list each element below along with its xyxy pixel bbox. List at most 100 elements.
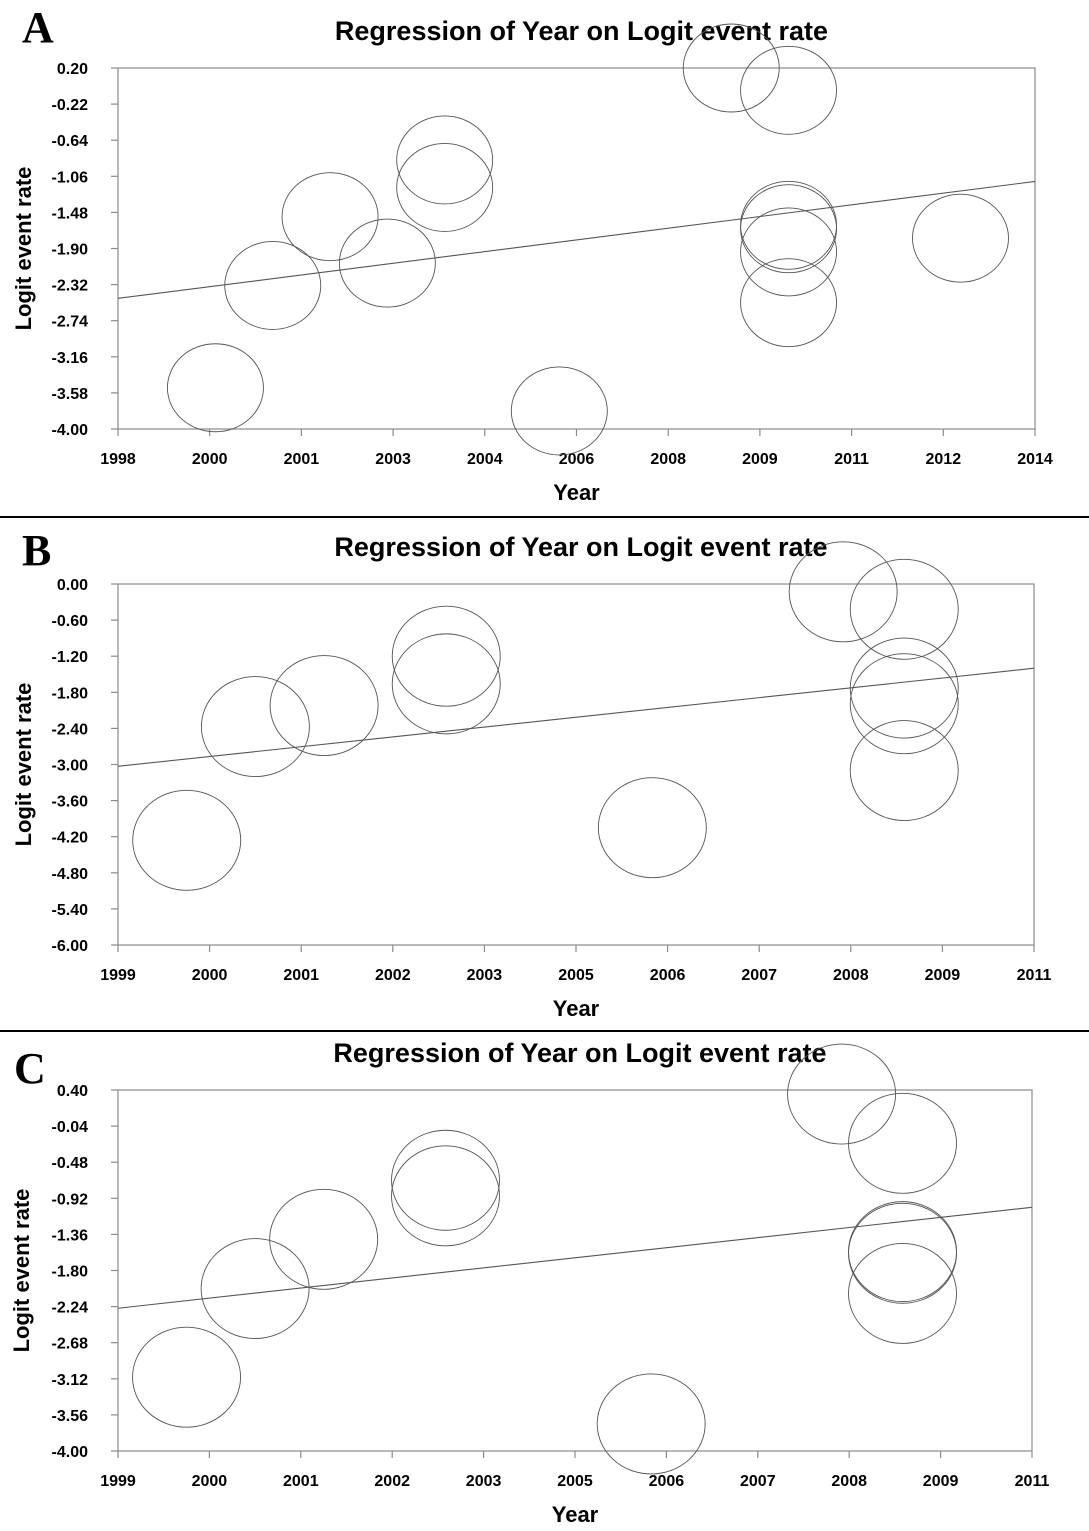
chart-title: Regression of Year on Logit event rate — [334, 532, 827, 562]
x-tick-label: 2000 — [192, 451, 228, 468]
x-tick-label: 2006 — [559, 451, 595, 468]
chart-title: Regression of Year on Logit event rate — [333, 1038, 826, 1068]
x-tick-label: 2006 — [649, 1473, 685, 1490]
y-tick-label: -0.48 — [52, 1155, 89, 1172]
regression-line — [117, 1206, 1033, 1309]
y-tick-label: -1.80 — [52, 1264, 89, 1281]
data-point-bubble — [338, 218, 436, 308]
x-tick-label: 2004 — [467, 451, 503, 468]
x-tick-label: 1999 — [100, 1473, 136, 1490]
x-axis-label: Year — [553, 996, 600, 1021]
data-point-bubble — [166, 343, 264, 433]
x-tick-label: 2003 — [466, 1473, 502, 1490]
data-point-bubble — [269, 655, 379, 756]
y-tick-label: -2.74 — [52, 314, 89, 331]
data-point-bubble — [391, 1145, 500, 1247]
x-tick-label: 2009 — [923, 1473, 959, 1490]
data-point-bubble — [391, 633, 501, 735]
x-axis-label: Year — [553, 480, 600, 505]
plot-frame — [117, 67, 1036, 430]
regression-line — [117, 667, 1035, 767]
y-tick-label: -6.00 — [52, 938, 89, 955]
x-tick-label: 2003 — [375, 451, 411, 468]
y-tick-label: -4.20 — [52, 830, 89, 847]
x-tick-label: 2009 — [742, 451, 778, 468]
y-tick-label: -5.40 — [52, 902, 89, 919]
x-tick-label: 2014 — [1017, 451, 1053, 468]
y-tick-label: -0.22 — [52, 97, 89, 114]
data-point-bubble — [200, 1238, 310, 1340]
x-tick-label: 2002 — [375, 967, 411, 984]
x-tick-label: 2005 — [557, 1473, 593, 1490]
data-point-bubble — [849, 720, 959, 821]
data-point-bubble — [682, 23, 780, 113]
y-tick-label: -0.04 — [52, 1119, 89, 1136]
data-point-bubble — [848, 1201, 957, 1303]
data-point-bubble — [740, 45, 838, 135]
y-tick-label: -4.80 — [52, 866, 89, 883]
x-tick-label: 2001 — [283, 1473, 319, 1490]
y-tick-label: -0.60 — [52, 613, 89, 630]
data-point-bubble — [848, 1092, 957, 1194]
x-axis-label: Year — [552, 1502, 599, 1527]
data-point-bubble — [848, 1202, 957, 1304]
panel-letter: B — [22, 526, 51, 575]
data-point-bubble — [391, 605, 501, 707]
x-tick-label: 2008 — [831, 1473, 867, 1490]
data-point-bubble — [596, 1373, 706, 1475]
x-tick-label: 2002 — [374, 1473, 410, 1490]
data-point-bubble — [269, 1188, 379, 1290]
x-tick-label: 2000 — [192, 1473, 228, 1490]
x-tick-label: 2008 — [833, 967, 869, 984]
x-tick-label: 2006 — [650, 967, 686, 984]
data-point-bubble — [200, 676, 310, 778]
y-tick-label: -1.48 — [52, 205, 89, 222]
x-tick-label: 2001 — [283, 967, 319, 984]
y-axis-label: Logit event rate — [9, 1189, 34, 1353]
x-tick-label: 2011 — [1015, 1473, 1050, 1490]
panel-letter: A — [22, 3, 54, 52]
x-tick-label: 2003 — [467, 967, 503, 984]
data-point-bubble — [849, 637, 959, 739]
data-point-bubble — [396, 115, 494, 205]
y-tick-label: -3.58 — [52, 386, 89, 403]
y-tick-label: -3.12 — [52, 1372, 89, 1389]
data-point-bubble — [740, 184, 838, 274]
x-tick-label: 2007 — [740, 1473, 776, 1490]
y-tick-label: -2.32 — [52, 278, 89, 295]
y-tick-label: -3.56 — [52, 1408, 89, 1425]
data-point-bubble — [224, 241, 322, 330]
data-point-bubble — [132, 1326, 242, 1428]
x-tick-label: 2005 — [558, 967, 594, 984]
y-tick-label: -2.24 — [52, 1300, 89, 1317]
y-tick-label: -1.06 — [52, 169, 89, 186]
data-point-bubble — [788, 541, 898, 643]
y-tick-label: -1.20 — [52, 649, 89, 666]
panel-letter: C — [14, 1044, 46, 1093]
data-point-bubble — [740, 258, 838, 348]
y-tick-label: -2.40 — [52, 721, 89, 738]
chart-title: Regression of Year on Logit event rate — [335, 16, 828, 46]
y-tick-label: -4.00 — [52, 1444, 89, 1461]
y-tick-label: 0.00 — [57, 577, 88, 594]
y-tick-label: -2.68 — [52, 1336, 89, 1353]
y-tick-label: 0.20 — [57, 61, 88, 78]
x-tick-label: 1998 — [100, 451, 136, 468]
data-point-bubble — [912, 193, 1009, 283]
data-point-bubble — [597, 777, 707, 879]
data-point-bubble — [396, 143, 494, 232]
y-tick-label: -1.80 — [52, 685, 89, 702]
plot-frame — [117, 1089, 1033, 1452]
y-tick-label: -3.16 — [52, 350, 89, 367]
y-tick-label: -3.00 — [52, 758, 89, 775]
y-tick-label: -0.64 — [52, 133, 89, 150]
y-tick-label: -3.60 — [52, 794, 89, 811]
y-axis-label: Logit event rate — [11, 683, 36, 847]
x-tick-label: 2001 — [284, 451, 320, 468]
x-tick-label: 2000 — [192, 967, 228, 984]
data-point-bubble — [848, 1243, 957, 1344]
y-tick-label: -0.92 — [52, 1191, 89, 1208]
regression-line — [117, 180, 1036, 299]
y-tick-label: 0.40 — [57, 1083, 88, 1100]
